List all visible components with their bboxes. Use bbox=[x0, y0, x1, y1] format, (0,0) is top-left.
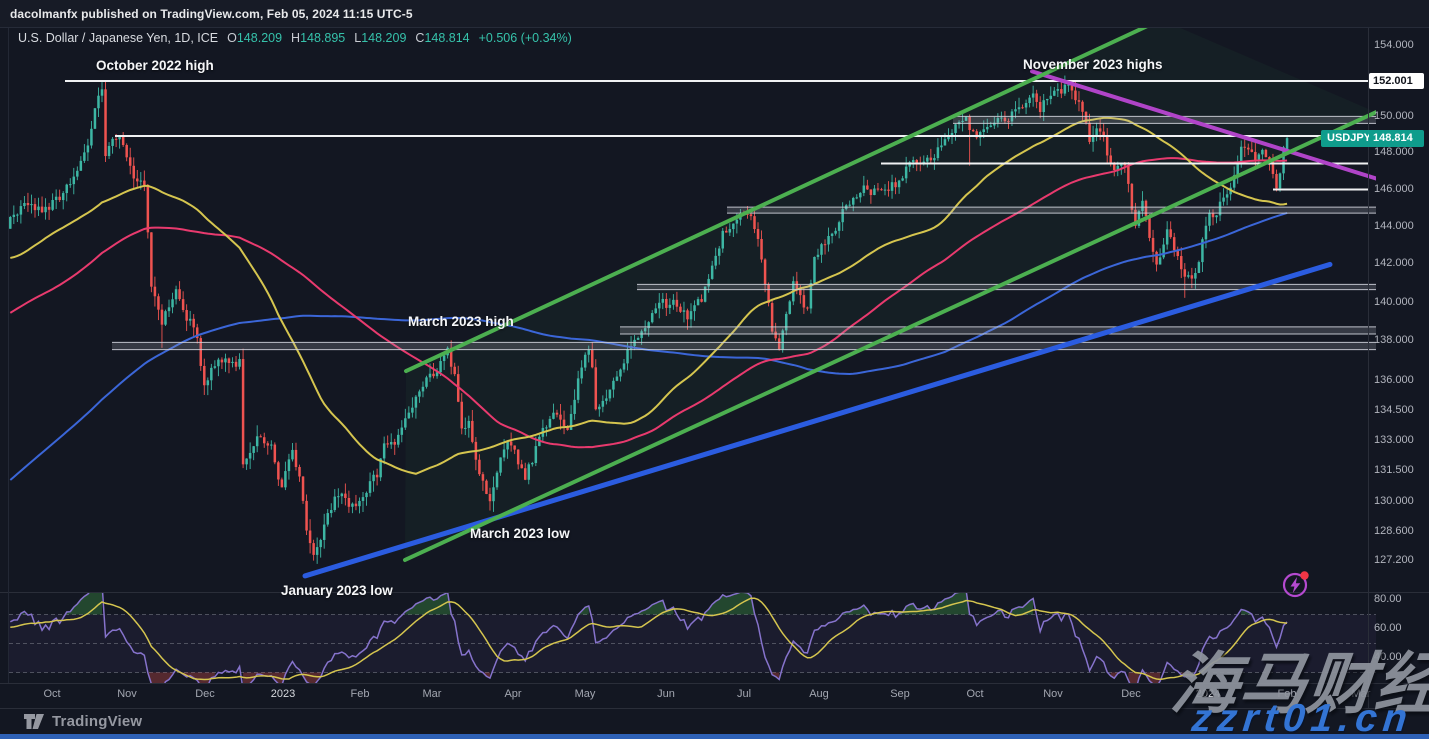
high-label: H bbox=[291, 31, 301, 45]
open-label: O bbox=[227, 31, 237, 45]
time-label: Apr bbox=[504, 688, 522, 700]
time-label: Oct bbox=[43, 688, 61, 700]
price-tick: 130.000 bbox=[1374, 495, 1414, 508]
price-tick: 134.500 bbox=[1374, 403, 1414, 416]
tradingview-logo-icon bbox=[24, 714, 44, 729]
time-label: Jun bbox=[657, 688, 675, 700]
high-price-badge: 152.001 bbox=[1369, 73, 1424, 89]
time-label: May bbox=[574, 688, 596, 700]
symbol-legend: U.S. Dollar / Japanese Yen, 1D, ICE O 148… bbox=[18, 31, 572, 45]
price-tick: 140.000 bbox=[1374, 295, 1414, 308]
annotation-label: March 2023 high bbox=[408, 314, 514, 329]
symbol-price-chip: USDJPY bbox=[1321, 130, 1378, 147]
price-tick: 154.000 bbox=[1374, 38, 1414, 51]
price-tick: 138.000 bbox=[1374, 334, 1414, 347]
low-value: 148.209 bbox=[361, 31, 407, 45]
price-tick: 144.000 bbox=[1374, 219, 1414, 232]
lightning-icon bbox=[1282, 571, 1309, 598]
rsi-tick: 40.00 bbox=[1374, 651, 1402, 663]
time-label: 2023 bbox=[270, 688, 296, 700]
annotation-label: November 2023 highs bbox=[1023, 57, 1163, 72]
price-tick: 142.000 bbox=[1374, 257, 1414, 270]
lightning-button[interactable] bbox=[1279, 567, 1313, 601]
price-tick: 150.000 bbox=[1374, 109, 1414, 122]
close-label: C bbox=[415, 31, 425, 45]
rsi-tick: 60.00 bbox=[1374, 622, 1402, 634]
publish-info: dacolmanfx published on TradingView.com,… bbox=[10, 6, 413, 21]
time-label: Jul bbox=[736, 688, 752, 700]
high-value: 148.895 bbox=[300, 31, 346, 45]
tradingview-footer-link[interactable]: TradingView bbox=[24, 713, 142, 730]
watermark-site: zzrt01.cn bbox=[1189, 697, 1416, 739]
top-bar: dacolmanfx published on TradingView.com,… bbox=[0, 0, 1429, 28]
price-tick: 133.000 bbox=[1374, 433, 1414, 446]
annotation-label: March 2023 low bbox=[470, 526, 570, 541]
price-tick: 136.000 bbox=[1374, 373, 1414, 386]
time-label: Aug bbox=[809, 688, 829, 700]
rsi-tick: 80.00 bbox=[1374, 593, 1402, 605]
price-tick: 131.500 bbox=[1374, 464, 1414, 477]
time-label: Nov bbox=[1043, 688, 1063, 700]
time-label: Mar bbox=[422, 688, 442, 700]
symbol-title: U.S. Dollar / Japanese Yen, 1D, ICE bbox=[18, 31, 219, 45]
price-tick: 127.200 bbox=[1374, 554, 1414, 567]
price-tick: 146.000 bbox=[1374, 182, 1414, 195]
tradingview-brand-text: TradingView bbox=[52, 713, 143, 730]
time-label: 2024 bbox=[1195, 688, 1221, 700]
time-label: Oct bbox=[966, 688, 984, 700]
time-label: Sep bbox=[890, 688, 910, 700]
close-value: 148.814 bbox=[424, 31, 470, 45]
time-label: Feb bbox=[1277, 688, 1297, 700]
bottom-blue-strip bbox=[0, 734, 1429, 739]
change-value: +0.506 (+0.34%) bbox=[478, 31, 572, 45]
time-label: Nov bbox=[117, 688, 137, 700]
time-label: Dec bbox=[195, 688, 215, 700]
price-tick: 128.600 bbox=[1374, 524, 1414, 537]
annotation-label: October 2022 high bbox=[96, 58, 214, 73]
last-price-badge: 148.814 bbox=[1369, 130, 1424, 147]
time-label: Mar bbox=[1351, 688, 1371, 700]
time-label: Feb bbox=[350, 688, 370, 700]
annotation-label: January 2023 low bbox=[281, 583, 393, 598]
time-label: Dec bbox=[1121, 688, 1141, 700]
open-value: 148.209 bbox=[236, 31, 283, 45]
price-tick: 148.000 bbox=[1374, 145, 1414, 158]
low-label: L bbox=[354, 31, 362, 45]
